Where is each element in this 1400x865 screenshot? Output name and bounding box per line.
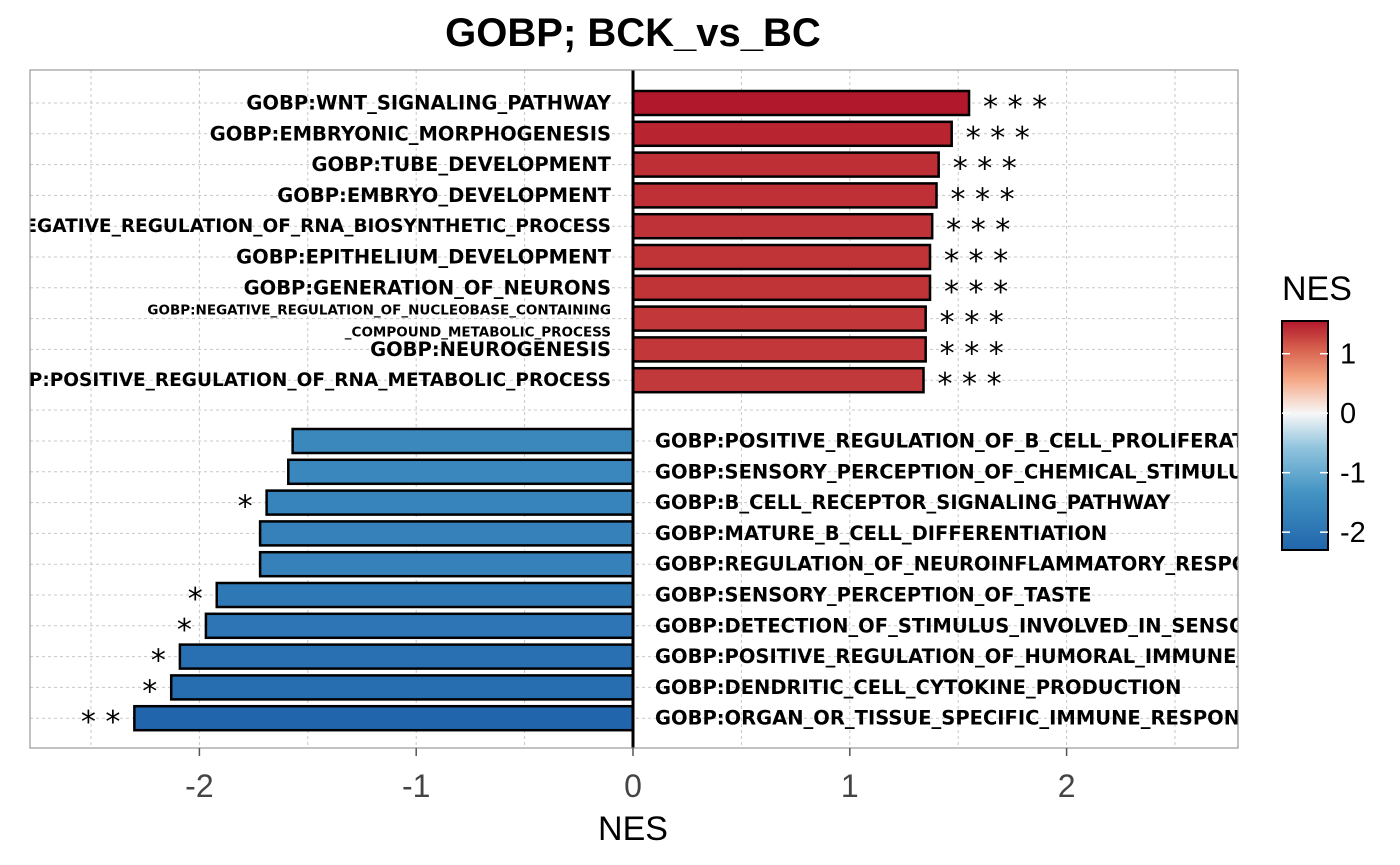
bar: [204, 612, 635, 640]
term-label: GOBP:NEGATIVE_REGULATION_OF_RNA_BIOSYNTH…: [0, 216, 611, 237]
significance-label: * * *: [951, 182, 1015, 217]
term-label: GOBP:POSITIVE_REGULATION_OF_RNA_METABOLI…: [0, 370, 611, 391]
term-label: GOBP:NEGATIVE_REGULATION_OF_NUCLEOBASE_C…: [147, 303, 611, 319]
legend-tick-label: -1: [1340, 458, 1366, 490]
significance-label: * * *: [938, 367, 1002, 402]
term-label: GOBP:TUBE_DEVELOPMENT: [312, 153, 612, 176]
term-label: GOBP:EMBRYO_DEVELOPMENT: [277, 184, 611, 207]
bar: [169, 674, 635, 701]
term-label: GOBP:SENSORY_PERCEPTION_OF_TASTE: [655, 584, 1092, 607]
bar: [631, 243, 932, 271]
bar: [631, 151, 940, 178]
x-tick-label: -2: [185, 768, 213, 804]
legend-title: NES: [1282, 270, 1352, 308]
term-label: GOBP:ORGAN_OR_TISSUE_SPECIFIC_IMMUNE_RES…: [655, 707, 1267, 730]
panel-border: [29, 69, 1239, 749]
x-axis-title: NES: [598, 810, 668, 848]
significance-label: *: [177, 613, 192, 648]
legend-tick-label: 0: [1340, 398, 1356, 430]
bar: [631, 89, 971, 117]
significance-label: * * *: [966, 121, 1030, 156]
x-tick-label: 2: [1058, 768, 1076, 804]
legend-ticks: 1 0 -1 -2: [1282, 339, 1366, 549]
term-label: GOBP:EMBRYONIC_MORPHOGENESIS: [210, 122, 611, 145]
term-label: GOBP:REGULATION_OF_NEUROINFLAMMATORY_RES…: [655, 553, 1292, 576]
significance-label: * * *: [940, 336, 1004, 371]
significance-label: * * *: [946, 213, 1010, 248]
bar: [631, 305, 927, 332]
bar: [258, 520, 635, 547]
bar: [258, 550, 635, 578]
term-label: GOBP:WNT_SIGNALING_PATHWAY: [246, 92, 611, 115]
legend-tick-label: 1: [1340, 339, 1356, 371]
bar: [631, 212, 934, 240]
bar: [133, 704, 635, 732]
bar: [631, 336, 927, 363]
significance-label: *: [151, 644, 166, 679]
term-label: GOBP:POSITIVE_REGULATION_OF_B_CELL_PROLI…: [655, 430, 1286, 453]
bar: [631, 274, 932, 302]
significance-label: *: [142, 674, 157, 709]
significance-label: * * *: [983, 90, 1047, 125]
term-label: GOBP:NEUROGENESIS: [370, 338, 611, 361]
significance-label: * * *: [944, 275, 1008, 310]
significance-label: *: [238, 490, 253, 525]
term-label: GOBP:GENERATION_OF_NEURONS: [244, 276, 611, 299]
x-axis: -2 -1 0 1 2: [185, 748, 1075, 804]
bar: [291, 427, 635, 455]
x-tick-label: 1: [841, 768, 859, 804]
bar: [265, 489, 635, 516]
bar: [178, 643, 635, 670]
bar: [631, 182, 938, 209]
significance-label: * *: [81, 705, 121, 740]
bar: [631, 120, 953, 148]
term-label: GOBP:SENSORY_PERCEPTION_OF_CHEMICAL_STIM…: [655, 460, 1258, 483]
term-label: GOBP:DETECTION_OF_STIMULUS_INVOLVED_IN_S…: [655, 614, 1400, 637]
term-label: GOBP:POSITIVE_REGULATION_OF_HUMORAL_IMMU…: [655, 645, 1363, 668]
term-labels: GOBP:WNT_SIGNALING_PATHWAY GOBP:EMBRYONIC…: [0, 92, 1400, 730]
term-label: GOBP:MATURE_B_CELL_DIFFERENTIATION: [655, 522, 1107, 545]
legend-colorbar: [1281, 320, 1329, 551]
legend-tick-label: -2: [1340, 517, 1366, 549]
significance-labels: * * ** * ** * ** * ** * ** * ** * ** * *…: [81, 90, 1047, 740]
term-label: GOBP:DENDRITIC_CELL_CYTOKINE_PRODUCTION: [655, 676, 1181, 699]
term-label: GOBP:EPITHELIUM_DEVELOPMENT: [236, 246, 612, 269]
term-label: _COMPOUND_METABOLIC_PROCESS: [345, 325, 611, 341]
legend: NES 1 0 -1 -2: [1281, 270, 1366, 551]
bars: [133, 89, 971, 732]
x-tick-label: 0: [624, 768, 642, 804]
chart-title: GOBP; BCK_vs_BC: [445, 11, 821, 55]
term-label: GOBP:B_CELL_RECEPTOR_SIGNALING_PATHWAY: [655, 491, 1171, 514]
significance-label: *: [188, 582, 203, 617]
bar: [287, 458, 635, 486]
x-tick-label: -1: [402, 768, 430, 804]
significance-label: * * *: [953, 152, 1017, 187]
significance-label: * * *: [944, 244, 1008, 279]
bar: [215, 581, 635, 609]
significance-label: * * *: [940, 306, 1004, 341]
bar: [631, 366, 925, 394]
